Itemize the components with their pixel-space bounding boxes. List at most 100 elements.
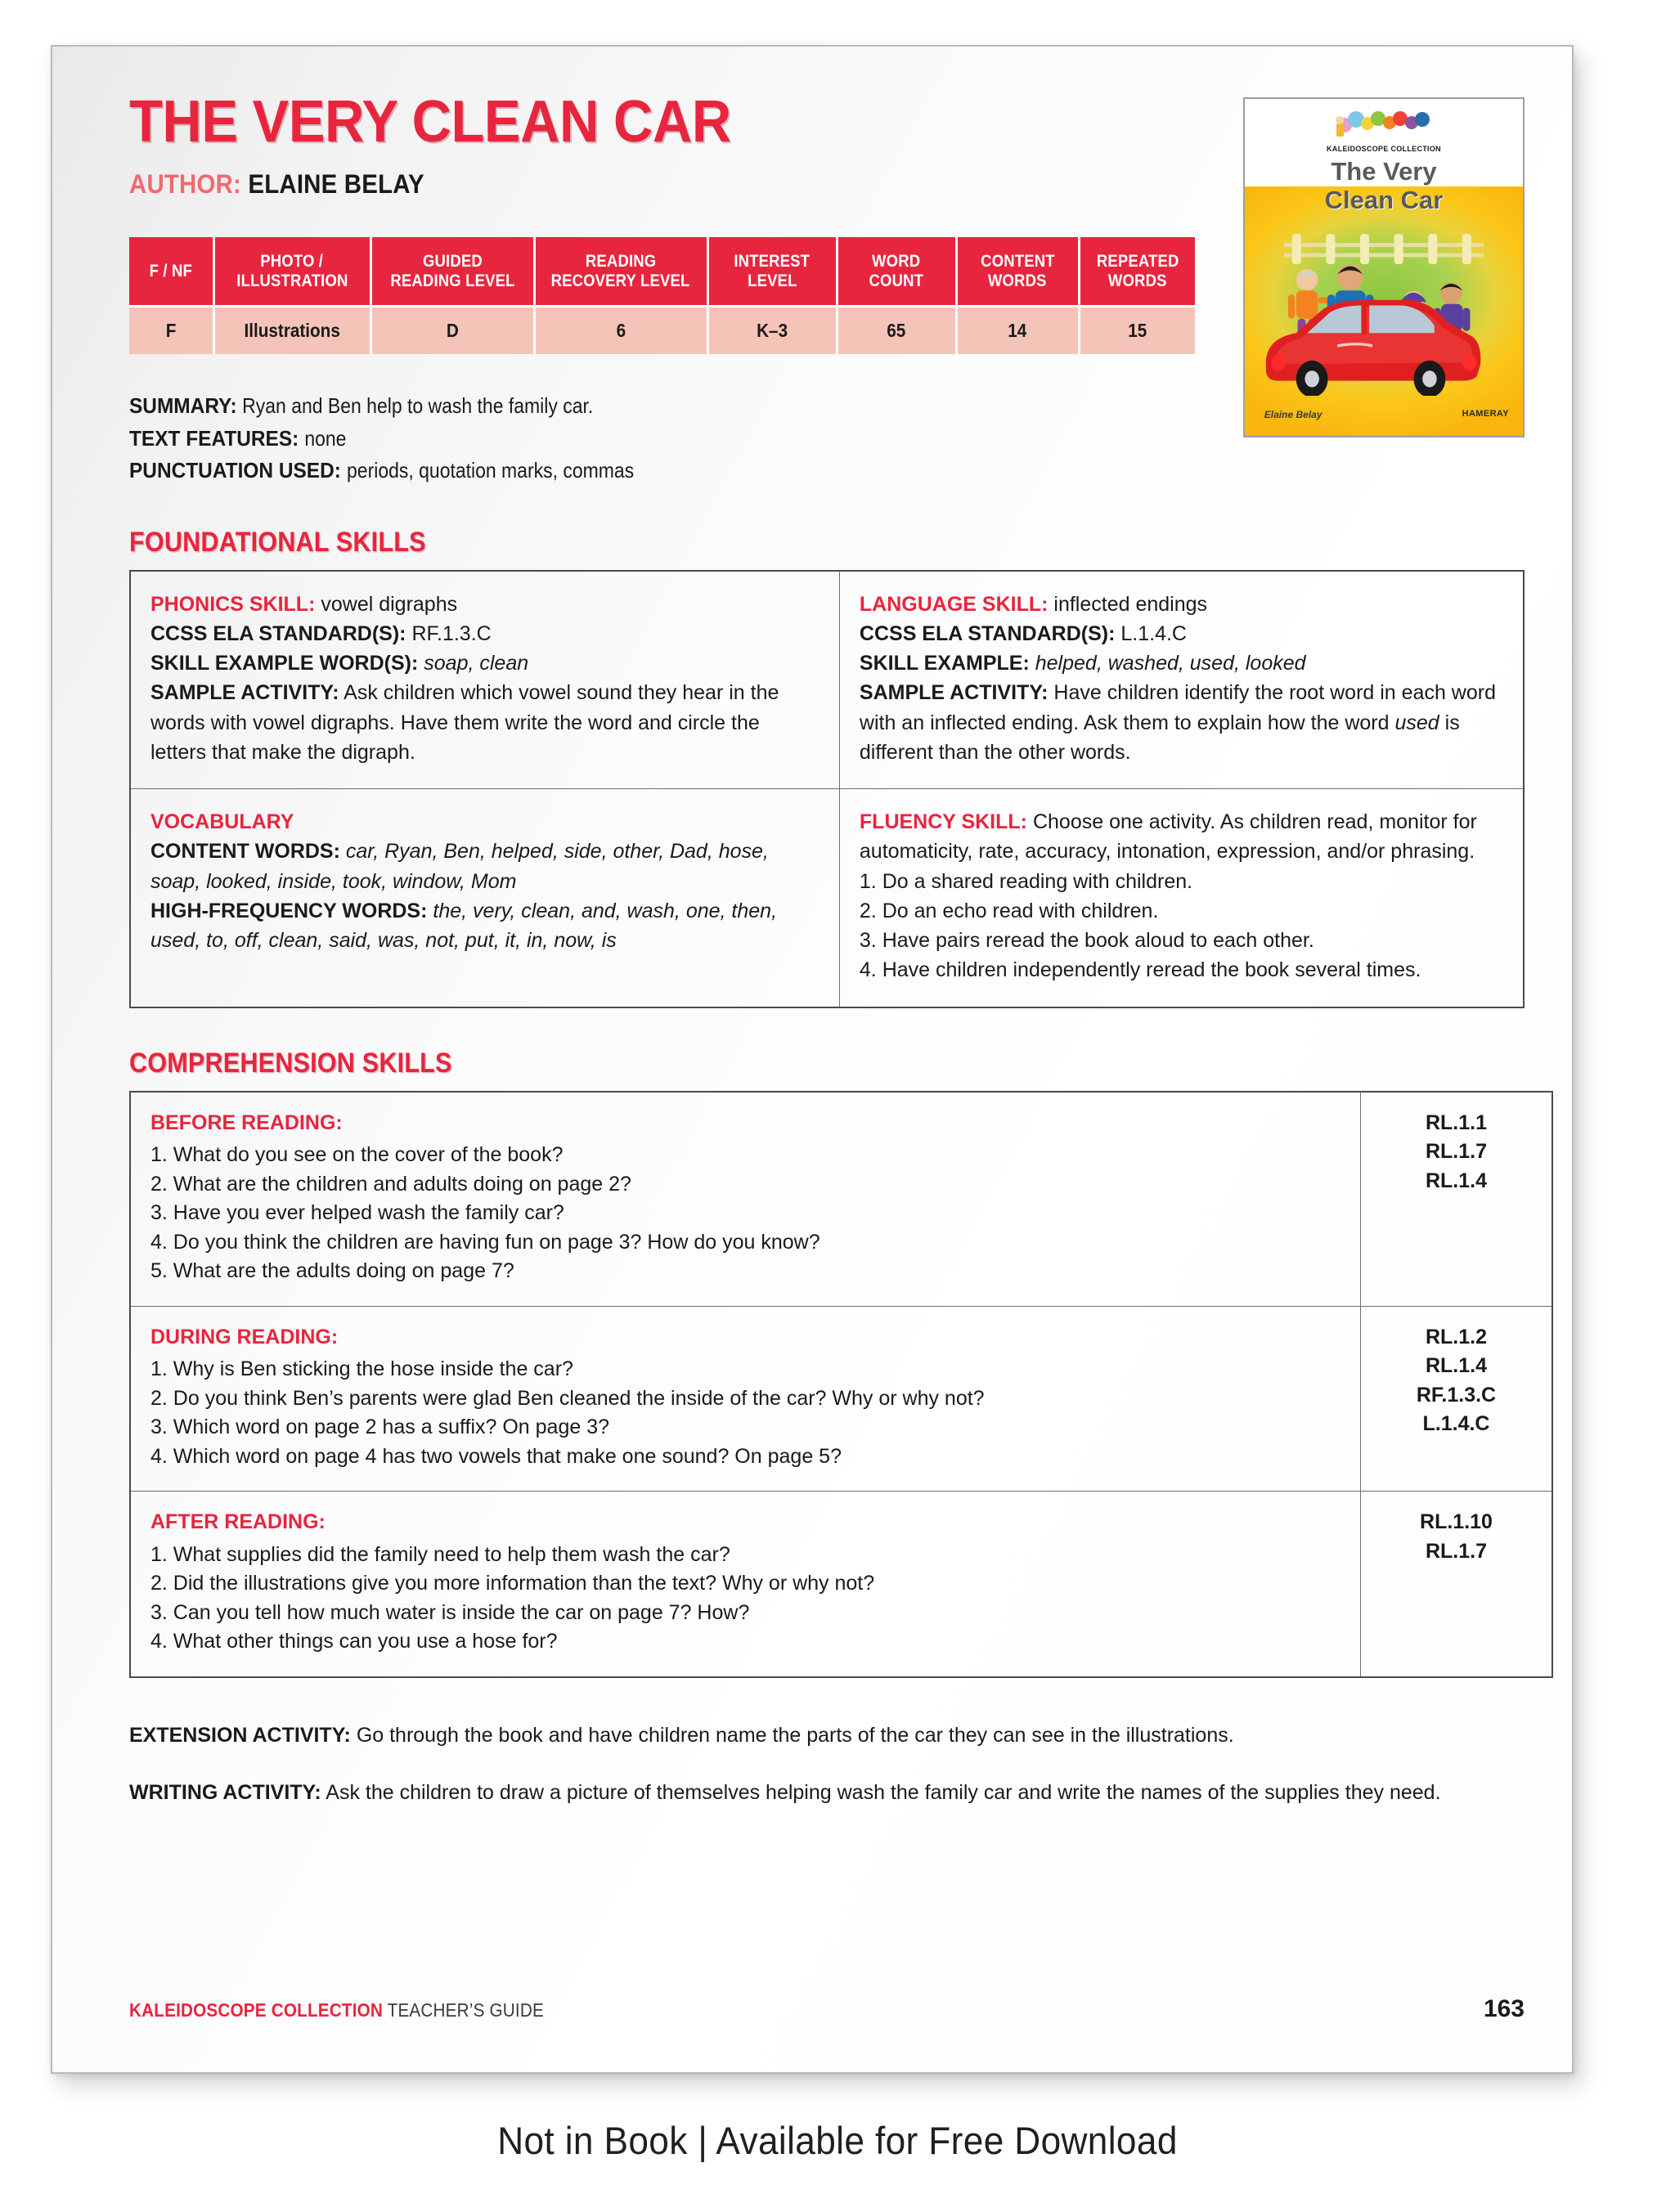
phonics-ccss-label: CCSS ELA STANDARD(S): bbox=[150, 621, 406, 645]
standard-item: RF.1.3.C bbox=[1416, 1383, 1497, 1407]
phonics-ccss-value: RF.1.3.C bbox=[411, 621, 492, 645]
during-reading-questions-cell: DURING READING: 1. Why is Ben sticking t… bbox=[129, 1305, 1361, 1492]
value-repeated-words: 15 bbox=[1079, 305, 1195, 355]
kaleidoscope-logo-icon bbox=[1336, 111, 1430, 137]
text-features-line: TEXT FEATURES: none bbox=[129, 423, 1525, 455]
language-skill-cell: LANGUAGE SKILL: inflected endings CCSS E… bbox=[838, 570, 1525, 790]
standard-item: RL.1.7 bbox=[1425, 1539, 1488, 1563]
before-reading-questions-cell: BEFORE READING: 1. What do you see on th… bbox=[129, 1091, 1361, 1307]
extension-activity-label: EXTENSION ACTIVITY: bbox=[129, 1723, 351, 1747]
language-skill-value: inflected endings bbox=[1053, 592, 1208, 616]
skills-row-2: VOCABULARY CONTENT WORDS: car, Ryan, Ben… bbox=[129, 788, 1525, 1008]
high-frequency-words-line: HIGH-FREQUENCY WORDS: the, very, clean, … bbox=[150, 896, 820, 956]
fluency-cell: FLUENCY SKILL: Choose one activity. As c… bbox=[838, 788, 1525, 1008]
col-header-repeated-words: REPEATED WORDS bbox=[1079, 237, 1195, 307]
teacher-guide-page: THE VERY CLEAN CAR AUTHOR: ELAINE BELAY bbox=[51, 45, 1574, 2074]
text-features-text: none bbox=[304, 425, 347, 451]
language-skill-line: LANGUAGE SKILL: inflected endings bbox=[860, 590, 1503, 619]
language-ccss-value: L.1.4.C bbox=[1120, 621, 1187, 645]
fluency-intro: Choose one activity. As children read, m… bbox=[859, 810, 1477, 864]
value-word-count: 65 bbox=[837, 305, 958, 355]
info-table-header-row: F / NF PHOTO / ILLUSTRATION GUIDED READING… bbox=[129, 237, 1195, 307]
question-item: 4. Which word on page 4 has two vowels t… bbox=[150, 1444, 842, 1468]
writing-activity-line: WRITING ACTIVITY: Ask the children to dr… bbox=[129, 1778, 1525, 1807]
question-item: 3. Which word on page 2 has a suffix? On… bbox=[150, 1416, 610, 1439]
language-activity-part1: Have children identify the root word in … bbox=[859, 681, 1496, 734]
phonics-example-value: soap, clean bbox=[424, 652, 529, 675]
skills-row-1: PHONICS SKILL: vowel digraphs CCSS ELA S… bbox=[129, 570, 1525, 790]
writing-activity-text: Ask the children to draw a picture of th… bbox=[326, 1780, 1441, 1804]
extension-activity-line: EXTENSION ACTIVITY: Go through the book … bbox=[129, 1721, 1525, 1750]
vocabulary-heading: VOCABULARY bbox=[150, 810, 294, 834]
summary-label: SUMMARY: bbox=[129, 393, 237, 419]
question-item: 3. Have you ever helped wash the family … bbox=[150, 1201, 564, 1225]
standard-item: RL.1.1 bbox=[1425, 1110, 1488, 1134]
value-photo-illustration: Illustrations bbox=[213, 305, 372, 355]
page-footer: KALEIDOSCOPE COLLECTION TEACHER’S GUIDE … bbox=[129, 1995, 1525, 2023]
book-cover-thumbnail: KALEIDOSCOPE COLLECTION The Very Clean C… bbox=[1243, 97, 1525, 437]
author-name: ELAINE BELAY bbox=[248, 169, 424, 199]
content-words-label: CONTENT WORDS: bbox=[150, 840, 340, 864]
standard-item: RL.1.4 bbox=[1425, 1354, 1488, 1378]
cover-publisher: HAMERAY bbox=[1462, 409, 1509, 420]
footer-brand: KALEIDOSCOPE COLLECTION TEACHER’S GUIDE bbox=[129, 1999, 544, 2021]
after-reading-questions-cell: AFTER READING: 1. What supplies did the … bbox=[129, 1491, 1361, 1678]
language-activity-line: SAMPLE ACTIVITY: Have children identify … bbox=[860, 678, 1503, 767]
language-activity-label: SAMPLE ACTIVITY: bbox=[859, 681, 1049, 705]
writing-activity-label: WRITING ACTIVITY: bbox=[129, 1780, 321, 1804]
foundational-skills-heading: FOUNDATIONAL SKILLS bbox=[129, 526, 426, 558]
question-item: 2. Did the illustrations give you more i… bbox=[150, 1572, 875, 1595]
info-table-value-row: F Illustrations D 6 K–3 65 14 15 bbox=[129, 305, 1195, 355]
fluency-item: 3. Have pairs reread the book aloud to e… bbox=[859, 929, 1314, 953]
punctuation-label: PUNCTUATION USED: bbox=[129, 458, 341, 483]
comprehension-row-after: AFTER READING: 1. What supplies did the … bbox=[129, 1491, 1553, 1678]
language-skill-label: LANGUAGE SKILL: bbox=[859, 592, 1049, 616]
question-item: 1. What do you see on the cover of the b… bbox=[150, 1143, 564, 1167]
standard-item: L.1.4.C bbox=[1422, 1412, 1490, 1436]
question-item: 2. Do you think Ben’s parents were glad … bbox=[150, 1386, 985, 1410]
standard-item: RL.1.10 bbox=[1420, 1510, 1493, 1534]
fluency-item: 1. Do a shared reading with children. bbox=[859, 869, 1193, 893]
vocabulary-cell: VOCABULARY CONTENT WORDS: car, Ryan, Ben… bbox=[129, 788, 840, 1008]
phonics-activity-label: SAMPLE ACTIVITY: bbox=[150, 681, 339, 705]
phonics-skill-value: vowel digraphs bbox=[321, 592, 458, 616]
cover-author: Elaine Belay bbox=[1264, 409, 1322, 421]
page-content: THE VERY CLEAN CAR AUTHOR: ELAINE BELAY bbox=[129, 89, 1553, 2041]
language-ccss-line: CCSS ELA STANDARD(S): L.1.4.C bbox=[860, 619, 1503, 648]
content-words-value: car, Ryan, Ben, helped, side, other, Dad… bbox=[150, 840, 769, 893]
phonics-activity-line: SAMPLE ACTIVITY: Ask children which vowe… bbox=[150, 678, 820, 767]
cover-collection-label: KALEIDOSCOPE COLLECTION bbox=[1327, 144, 1441, 153]
language-ccss-label: CCSS ELA STANDARD(S): bbox=[859, 621, 1116, 645]
standard-item: RL.1.7 bbox=[1425, 1140, 1488, 1164]
language-example-label: SKILL EXAMPLE: bbox=[859, 652, 1030, 675]
high-frequency-words-value: the, very, clean, and, wash, one, then, … bbox=[150, 899, 778, 953]
foundational-skills-table: PHONICS SKILL: vowel digraphs CCSS ELA S… bbox=[129, 569, 1525, 1008]
comprehension-skills-heading: COMPREHENSION SKILLS bbox=[129, 1047, 452, 1079]
standard-item: RL.1.4 bbox=[1425, 1169, 1488, 1192]
phonics-activity-value: Ask children which vowel sound they hear… bbox=[150, 681, 779, 764]
extension-activity-text: Go through the book and have children na… bbox=[356, 1723, 1234, 1747]
question-item: 1. What supplies did the family need to … bbox=[150, 1542, 730, 1566]
question-item: 3. Can you tell how much water is inside… bbox=[150, 1600, 750, 1624]
col-header-photo-illustration: PHOTO / ILLUSTRATION bbox=[213, 237, 372, 307]
question-item: 4. What other things can you use a hose … bbox=[150, 1630, 558, 1653]
page-title: THE VERY CLEAN CAR bbox=[129, 89, 731, 155]
fluency-item: 4. Have children independently reread th… bbox=[859, 958, 1421, 982]
punctuation-line: PUNCTUATION USED: periods, quotation mar… bbox=[129, 455, 1525, 487]
comprehension-row-during: DURING READING: 1. Why is Ben sticking t… bbox=[129, 1305, 1553, 1492]
col-header-reading-recovery-level: READING RECOVERY LEVEL bbox=[534, 237, 709, 307]
punctuation-text: periods, quotation marks, commas bbox=[346, 458, 634, 483]
before-reading-label: BEFORE READING: bbox=[150, 1110, 343, 1134]
phonics-skill-line: PHONICS SKILL: vowel digraphs bbox=[150, 590, 820, 619]
before-reading-standards-cell: RL.1.1 RL.1.7 RL.1.4 bbox=[1360, 1091, 1553, 1307]
cover-red-car-icon bbox=[1266, 299, 1481, 396]
during-reading-standards-cell: RL.1.2 RL.1.4 RF.1.3.C L.1.4.C bbox=[1360, 1305, 1553, 1492]
summary-block: SUMMARY: Ryan and Ben help to wash the f… bbox=[129, 390, 1525, 487]
summary-text: Ryan and Ben help to wash the family car… bbox=[242, 393, 594, 419]
col-header-word-count: WORD COUNT bbox=[837, 237, 958, 307]
language-activity-part2: is different than the other words. bbox=[859, 711, 1460, 764]
question-item: 2. What are the children and adults doin… bbox=[150, 1172, 631, 1196]
summary-line: SUMMARY: Ryan and Ben help to wash the f… bbox=[129, 390, 1525, 423]
language-example-line: SKILL EXAMPLE: helped, washed, used, loo… bbox=[860, 648, 1503, 678]
fluency-item: 2. Do an echo read with children. bbox=[859, 899, 1159, 922]
